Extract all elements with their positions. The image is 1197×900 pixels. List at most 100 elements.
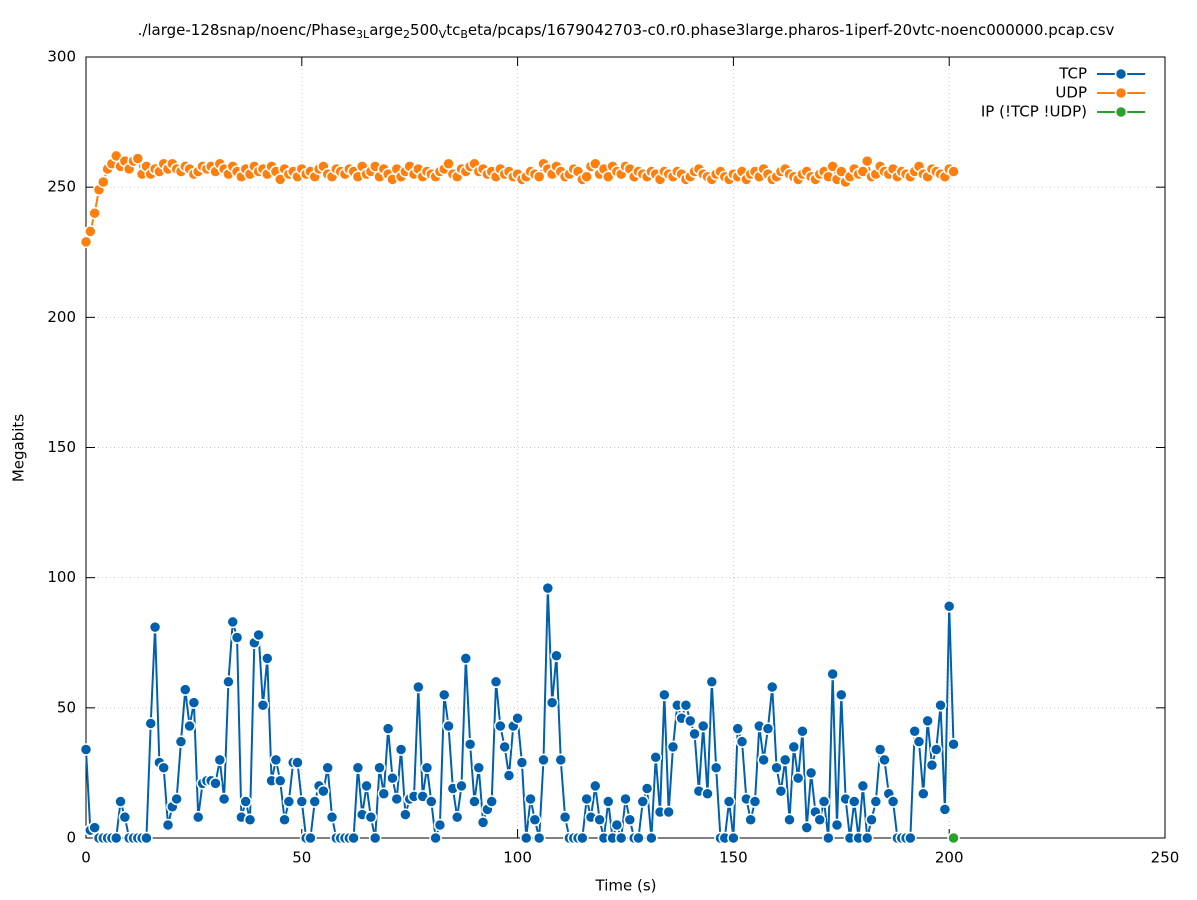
data-point bbox=[351, 761, 365, 774]
data-point bbox=[515, 756, 529, 769]
data-point bbox=[925, 758, 939, 772]
x-tick-label: 0 bbox=[81, 849, 91, 867]
data-point bbox=[860, 831, 874, 845]
data-point bbox=[377, 787, 391, 800]
y-tick-label: 50 bbox=[57, 698, 76, 716]
data-point bbox=[847, 795, 861, 808]
title-subscript: 2 bbox=[403, 28, 410, 41]
data-point bbox=[131, 152, 145, 165]
data-point bbox=[191, 810, 205, 824]
data-point bbox=[593, 813, 606, 827]
data-point bbox=[658, 688, 671, 702]
data-point bbox=[381, 722, 395, 735]
data-point bbox=[735, 735, 749, 748]
data-point bbox=[748, 795, 762, 808]
x-tick-label: 100 bbox=[503, 849, 532, 867]
data-point bbox=[662, 805, 675, 819]
data-point bbox=[222, 675, 235, 689]
y-tick-label: 100 bbox=[47, 568, 76, 586]
data-point bbox=[532, 831, 546, 845]
data-point bbox=[429, 831, 442, 845]
data-point bbox=[649, 751, 662, 764]
y-tick-label: 0 bbox=[66, 829, 76, 847]
data-point bbox=[386, 771, 399, 785]
data-point bbox=[528, 813, 542, 827]
data-point bbox=[580, 792, 593, 806]
data-point bbox=[261, 652, 274, 665]
data-point bbox=[394, 743, 408, 756]
x-tick-label: 250 bbox=[1151, 849, 1180, 867]
data-point bbox=[282, 795, 296, 808]
data-point bbox=[804, 766, 818, 780]
data-point bbox=[917, 787, 930, 800]
data-point bbox=[217, 792, 231, 806]
data-point bbox=[252, 628, 265, 642]
data-point bbox=[425, 795, 438, 808]
data-point bbox=[532, 170, 546, 184]
title-part: tc bbox=[446, 21, 460, 39]
data-point bbox=[541, 581, 555, 595]
data-point bbox=[787, 740, 801, 754]
data-point bbox=[485, 795, 498, 808]
data-point bbox=[304, 831, 317, 845]
data-point bbox=[269, 753, 283, 767]
data-point bbox=[761, 722, 775, 735]
data-point bbox=[930, 743, 943, 756]
x-axis-label: Time (s) bbox=[595, 877, 657, 895]
data-point bbox=[826, 667, 839, 681]
y-tick-label: 300 bbox=[47, 48, 76, 66]
data-point bbox=[791, 771, 805, 785]
data-point bbox=[869, 795, 883, 808]
data-point bbox=[796, 725, 809, 738]
data-point bbox=[778, 753, 792, 767]
data-point bbox=[256, 698, 270, 712]
title-subscript: 3L bbox=[356, 28, 370, 41]
data-point bbox=[666, 740, 680, 754]
data-point bbox=[580, 170, 593, 184]
data-point bbox=[437, 688, 451, 702]
data-point bbox=[321, 761, 334, 774]
data-point bbox=[463, 738, 477, 751]
y-tick-label: 150 bbox=[47, 438, 76, 456]
data-point bbox=[179, 683, 192, 696]
legend-label: UDP bbox=[1055, 84, 1087, 102]
data-point bbox=[912, 735, 926, 748]
title-part: ./large-128snap/noenc/Phase bbox=[138, 21, 356, 39]
x-tick-label: 150 bbox=[719, 849, 748, 867]
data-point bbox=[174, 735, 188, 748]
x-tick-label: 200 bbox=[935, 849, 964, 867]
data-point bbox=[347, 831, 360, 845]
data-point bbox=[161, 818, 175, 832]
data-point bbox=[399, 808, 412, 821]
data-point bbox=[148, 620, 162, 634]
legend-marker bbox=[1114, 67, 1128, 81]
data-point bbox=[709, 761, 723, 774]
legend-label: TCP bbox=[1058, 65, 1087, 83]
data-point bbox=[97, 175, 110, 189]
data-point bbox=[938, 803, 952, 816]
data-point bbox=[295, 795, 309, 808]
data-point bbox=[873, 743, 887, 756]
legend-label: IP (!TCP !UDP) bbox=[981, 103, 1087, 121]
data-point bbox=[476, 816, 490, 829]
data-point bbox=[537, 753, 550, 767]
data-point bbox=[308, 795, 321, 808]
data-point bbox=[468, 795, 481, 808]
data-point bbox=[433, 818, 447, 832]
data-point bbox=[942, 600, 956, 613]
data-point bbox=[921, 714, 934, 728]
series-line bbox=[85, 588, 955, 839]
data-point bbox=[494, 719, 507, 733]
data-point bbox=[273, 774, 287, 787]
data-point bbox=[830, 818, 844, 832]
data-point bbox=[886, 795, 900, 808]
data-point bbox=[835, 688, 848, 702]
data-point bbox=[645, 831, 658, 845]
data-point bbox=[368, 831, 382, 845]
data-point bbox=[947, 831, 960, 845]
data-point bbox=[765, 680, 779, 694]
data-point bbox=[817, 795, 831, 808]
data-point bbox=[502, 769, 516, 782]
data-point bbox=[865, 813, 878, 827]
data-point bbox=[489, 675, 503, 689]
